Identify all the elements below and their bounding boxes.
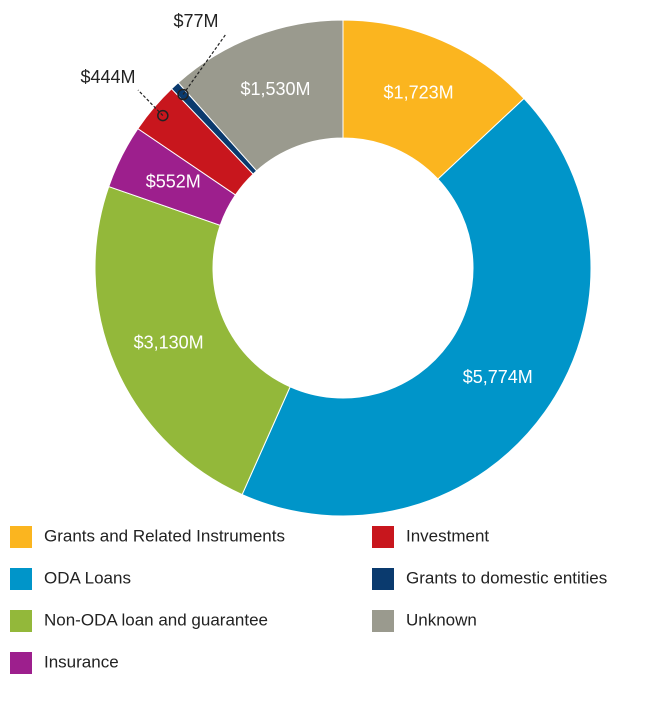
- donut-slice: [177, 19, 344, 172]
- data-label: $1,723M: [384, 82, 454, 102]
- legend-swatch: [372, 568, 394, 590]
- legend-swatch: [10, 610, 32, 632]
- legend-swatch: [10, 568, 32, 590]
- data-label: $5,774M: [463, 367, 533, 387]
- legend-swatch: [372, 526, 394, 548]
- legend-label: Non-ODA loan and guarantee: [44, 610, 268, 629]
- legend-label: Unknown: [406, 610, 477, 629]
- data-label: $552M: [146, 171, 201, 191]
- data-label: $444M: [80, 67, 135, 87]
- leader-line: [137, 89, 164, 116]
- legend-label: Grants to domestic entities: [406, 568, 607, 587]
- donut-slice: [94, 185, 291, 496]
- leader-marker: [157, 109, 169, 122]
- legend-swatch: [372, 610, 394, 632]
- legend-label: ODA Loans: [44, 568, 131, 587]
- leader-marker: [177, 88, 189, 101]
- donut-slice: [241, 97, 592, 517]
- data-label: $77M: [173, 11, 218, 31]
- data-label: $1,530M: [240, 79, 310, 99]
- data-label: $3,130M: [134, 332, 204, 352]
- legend-label: Investment: [406, 526, 489, 545]
- legend-swatch: [10, 526, 32, 548]
- legend-swatch: [10, 652, 32, 674]
- legend-label: Insurance: [44, 652, 119, 671]
- leader-line: [182, 33, 227, 95]
- legend-label: Grants and Related Instruments: [44, 526, 285, 545]
